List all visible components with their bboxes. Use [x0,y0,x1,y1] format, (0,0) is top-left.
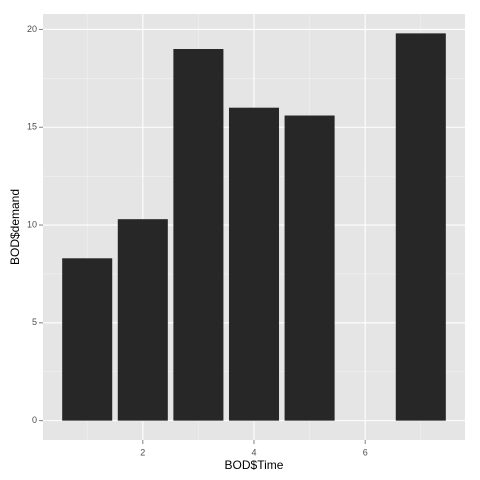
y-tick-label: 20 [27,24,37,34]
y-tick-label: 5 [32,317,37,327]
x-axis-title: BOD$Time [225,458,284,472]
bar [117,219,168,421]
x-tick-label: 6 [363,447,368,457]
x-tick-label: 4 [251,447,256,457]
bar [284,115,335,421]
y-tick-label: 0 [32,415,37,425]
bar [62,258,113,421]
y-axis-title: BOD$demand [8,189,22,265]
bar [395,33,446,421]
x-tick-label: 2 [140,447,145,457]
bar [173,49,224,421]
y-tick-label: 15 [27,122,37,132]
bar [228,107,280,421]
y-tick-label: 10 [27,219,37,229]
